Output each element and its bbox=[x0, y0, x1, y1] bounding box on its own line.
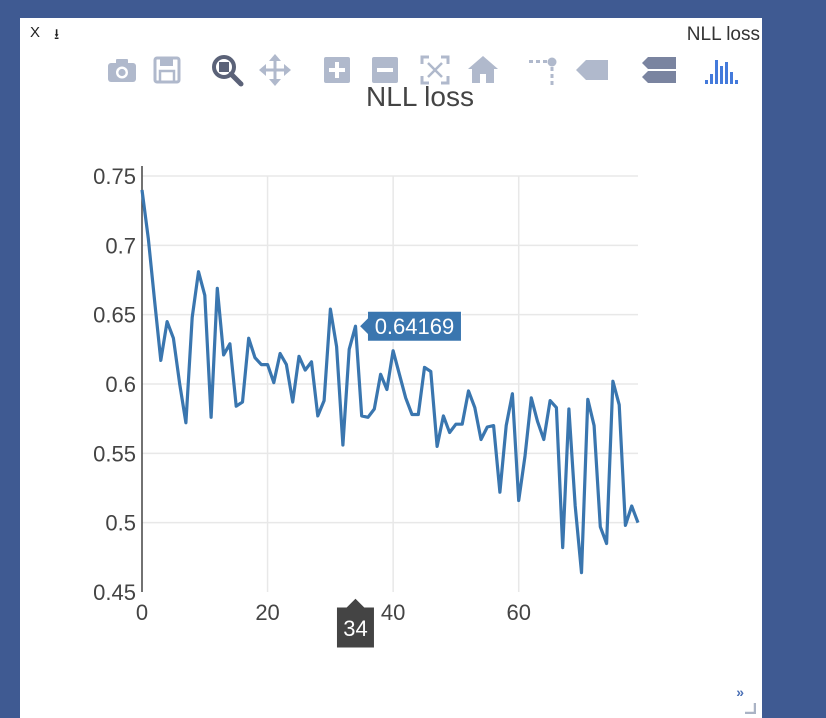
close-button[interactable]: X bbox=[30, 24, 41, 41]
hover-closest-icon[interactable] bbox=[574, 52, 610, 88]
hover-x-label: 34 bbox=[343, 616, 367, 641]
y-tick-label: 0.45 bbox=[93, 580, 136, 605]
y-tick-label: 0.6 bbox=[105, 372, 136, 397]
zoom-out-icon[interactable] bbox=[367, 52, 403, 88]
x-tick-label: 20 bbox=[255, 600, 279, 625]
home-icon[interactable] bbox=[465, 52, 501, 88]
spike-lines-icon[interactable] bbox=[525, 52, 561, 88]
pane-title: NLL loss bbox=[686, 24, 760, 45]
autoscale-icon[interactable] bbox=[417, 52, 453, 88]
save-icon[interactable] bbox=[149, 52, 185, 88]
hover-x-label-box bbox=[335, 597, 375, 649]
chart-title: NLL loss bbox=[366, 81, 474, 112]
zoom-icon[interactable] bbox=[209, 52, 245, 88]
hover-compare-icon[interactable] bbox=[640, 52, 676, 88]
x-tick-label: 0 bbox=[136, 600, 148, 625]
y-tick-label: 0.55 bbox=[93, 441, 136, 466]
y-tick-label: 0.65 bbox=[93, 303, 136, 328]
y-tick-label: 0.75 bbox=[93, 164, 136, 189]
hover-y-label: 0.64169 bbox=[375, 314, 455, 339]
series-line[interactable] bbox=[140, 189, 640, 575]
line-chart[interactable]: NLL loss 0 20 40 60 0.45 0.5 0.55 0.6 0.65 0.7 0.75… bbox=[20, 18, 762, 718]
y-tick-label: 0.5 bbox=[105, 511, 136, 536]
x-tick-label: 40 bbox=[381, 600, 405, 625]
modebar bbox=[20, 52, 762, 92]
plotly-logo-icon[interactable] bbox=[704, 52, 740, 88]
hover-y-label-box bbox=[358, 310, 462, 342]
x-tick-label: 60 bbox=[506, 600, 530, 625]
y-tick-label: 0.7 bbox=[105, 233, 136, 258]
plot-pane: X ⭳ NLL loss NLL loss 0 20 40 60 0.45 0.5 0.55 0… bbox=[20, 18, 762, 718]
pan-icon[interactable] bbox=[257, 52, 293, 88]
resize-handle-icon[interactable] bbox=[744, 702, 756, 714]
camera-icon[interactable] bbox=[104, 52, 140, 88]
expand-button[interactable]: » bbox=[736, 684, 744, 700]
download-button[interactable]: ⭳ bbox=[54, 26, 60, 43]
zoom-in-icon[interactable] bbox=[319, 52, 355, 88]
